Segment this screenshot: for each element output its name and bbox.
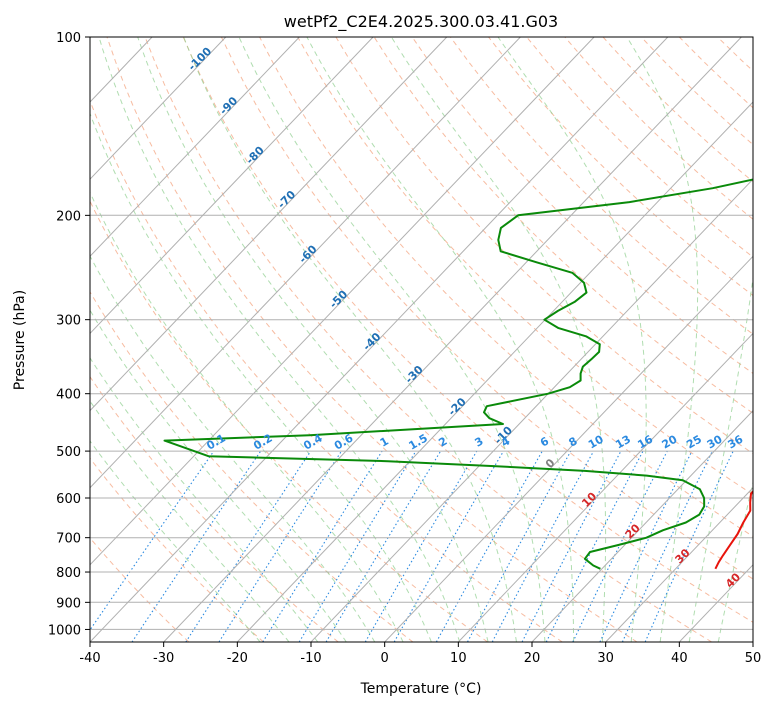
moist-adiabat-line bbox=[90, 255, 376, 642]
moist-adiabat-line bbox=[90, 356, 319, 642]
dry-adiabat-line bbox=[220, 37, 753, 580]
mixing-ratio-line bbox=[218, 450, 342, 642]
moist-adiabat-line bbox=[390, 37, 607, 642]
x-tick-label: 50 bbox=[745, 651, 762, 666]
isotherm-line bbox=[236, 101, 753, 642]
mixing-ratio-line bbox=[572, 450, 668, 642]
mixing-ratio-line bbox=[185, 450, 312, 642]
x-tick-label: 0 bbox=[381, 651, 389, 666]
x-tick-label: 40 bbox=[671, 651, 688, 666]
mixing-ratio-line bbox=[90, 450, 215, 631]
isotherm-line bbox=[90, 37, 448, 412]
x-tick-label: -40 bbox=[79, 651, 100, 666]
y-tick-label: 300 bbox=[56, 314, 81, 329]
moist-adiabat-line bbox=[90, 112, 432, 642]
temperature-profile-line bbox=[714, 489, 753, 570]
x-tick-label: -10 bbox=[300, 651, 321, 666]
background-lines bbox=[90, 37, 753, 642]
isotherm-line bbox=[310, 178, 753, 642]
x-tick-label: -20 bbox=[227, 651, 248, 666]
mixing-ratio-line bbox=[545, 450, 644, 642]
dewpoint-profile-line bbox=[163, 178, 753, 570]
plot-frame bbox=[89, 36, 754, 643]
dry-adiabat-line bbox=[411, 37, 753, 375]
dry-adiabat-line bbox=[335, 37, 753, 455]
isotherm-line bbox=[457, 332, 753, 642]
x-tick-label: -30 bbox=[153, 651, 174, 666]
mixing-ratio-line bbox=[467, 450, 572, 642]
x-tick-label: 30 bbox=[597, 651, 614, 666]
isotherm-line bbox=[90, 37, 300, 258]
isotherm-line bbox=[90, 37, 595, 566]
isotherm-line bbox=[531, 409, 753, 642]
chart-title: wetPf2_C2E4.2025.300.03.41.G03 bbox=[284, 12, 558, 32]
isotherm-line bbox=[90, 37, 521, 489]
y-axis-title: Pressure (hPa) bbox=[12, 290, 28, 390]
x-axis: -40 -30 -20 -10 0 10 20 30 40 50 bbox=[79, 642, 761, 666]
y-tick-label: 200 bbox=[56, 209, 81, 224]
dry-adiabat-line bbox=[90, 290, 414, 642]
moist-adiabat-line bbox=[183, 37, 517, 642]
moist-adiabat-line bbox=[238, 37, 546, 642]
isotherm-line bbox=[90, 37, 669, 642]
dry-adiabat-line bbox=[144, 37, 712, 642]
moist-adiabat-line bbox=[626, 37, 699, 642]
dry-adiabat-line bbox=[259, 37, 753, 537]
x-tick-label: 10 bbox=[450, 651, 467, 666]
moist-adiabat-line bbox=[137, 37, 489, 642]
isotherm-line bbox=[384, 255, 753, 642]
mixing-ratio-line bbox=[131, 450, 262, 642]
y-tick-label: 600 bbox=[56, 492, 81, 507]
dry-adiabat-line bbox=[90, 99, 563, 642]
x-tick-label: 20 bbox=[524, 651, 541, 666]
dry-adiabat-line bbox=[449, 37, 753, 335]
moist-adiabat-line bbox=[90, 309, 347, 642]
profile-lines bbox=[163, 178, 753, 570]
isotherm-line bbox=[90, 37, 227, 180]
x-axis-title: Temperature (°C) bbox=[360, 681, 482, 697]
dry-adiabat-line bbox=[297, 37, 753, 496]
moist-adiabat-line bbox=[497, 37, 647, 642]
y-axis: 100 200 300 400 500 600 700 800 900 1000 bbox=[48, 31, 90, 638]
dry-adiabat-line bbox=[90, 200, 488, 642]
dry-adiabat-line bbox=[182, 37, 753, 623]
y-tick-label: 800 bbox=[56, 566, 81, 581]
mixing-ratio-line bbox=[298, 450, 417, 642]
y-tick-label: 100 bbox=[56, 31, 81, 46]
mixing-ratio-line bbox=[435, 450, 543, 642]
moist-adiabat-line bbox=[90, 440, 261, 642]
y-tick-label: 400 bbox=[56, 388, 81, 403]
isotherm-line bbox=[163, 37, 742, 642]
moist-adiabat-line bbox=[306, 37, 575, 642]
y-tick-label: 900 bbox=[56, 596, 81, 611]
grid-lines bbox=[90, 37, 753, 642]
moist-adiabat-line bbox=[90, 400, 290, 642]
moist-adiabat-line bbox=[90, 191, 404, 642]
y-tick-label: 500 bbox=[56, 445, 81, 460]
moist-adiabat-line bbox=[688, 37, 753, 642]
dry-adiabat-line bbox=[90, 457, 264, 642]
y-tick-label: 700 bbox=[56, 532, 81, 547]
isotherm-line bbox=[90, 37, 374, 335]
isotherm-line bbox=[605, 487, 753, 642]
moist-adiabat-line bbox=[98, 37, 461, 642]
dry-adiabat-line bbox=[106, 37, 638, 642]
plot-area bbox=[90, 37, 753, 642]
y-tick-label: 1000 bbox=[48, 623, 81, 638]
